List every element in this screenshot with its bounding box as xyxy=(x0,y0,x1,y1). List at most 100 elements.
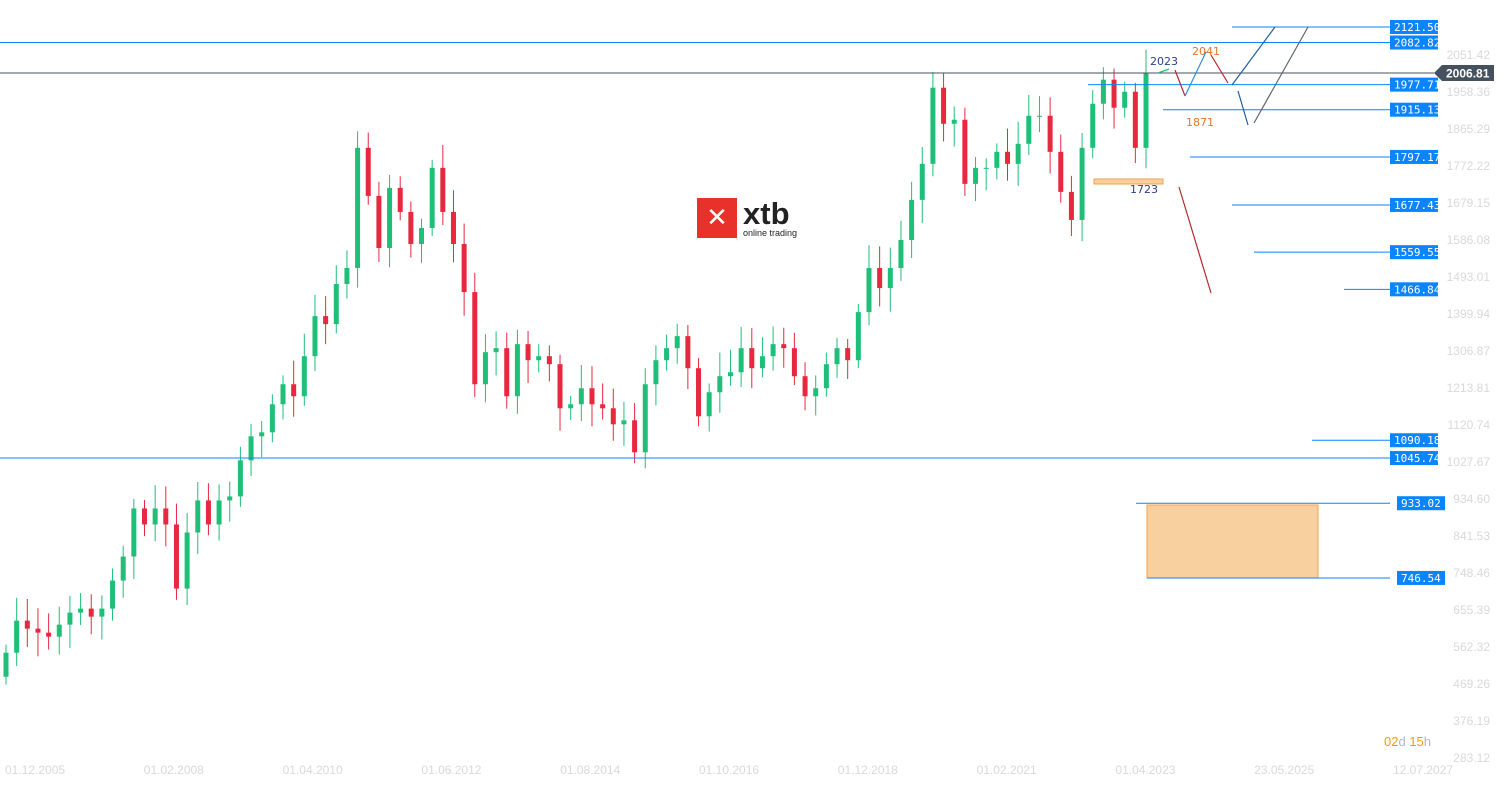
candle-down xyxy=(845,348,851,361)
y-tick-label: 1027.67 xyxy=(1447,455,1491,469)
candle-down xyxy=(546,356,552,365)
candle-down xyxy=(610,408,616,425)
candle-up xyxy=(280,384,286,405)
candle-up xyxy=(653,360,659,385)
candle-up xyxy=(738,348,744,373)
xtb-logo-icon: ✕ xyxy=(697,198,737,238)
candle-down xyxy=(589,388,595,405)
level-label-bg xyxy=(1390,451,1438,466)
candle-down xyxy=(1132,91,1138,148)
level-label-bg xyxy=(1390,35,1438,50)
candle-down xyxy=(1111,79,1117,108)
y-tick-label: 1120.74 xyxy=(1448,418,1491,432)
candle-down xyxy=(408,211,414,244)
candle-up xyxy=(3,652,9,677)
candle-down xyxy=(397,187,403,212)
candle-up xyxy=(983,167,989,169)
x-tick-label: 01.10.2016 xyxy=(699,763,759,777)
y-tick-label: 1493.01 xyxy=(1447,270,1491,284)
candle-up xyxy=(184,532,190,589)
level-label: 1559.55 xyxy=(1394,246,1440,259)
x-tick-label: 01.02.2008 xyxy=(144,763,204,777)
x-tick-label: 01.04.2010 xyxy=(283,763,343,777)
level-label-bg xyxy=(1390,20,1438,34)
annotation-2023: 2023 xyxy=(1150,55,1178,68)
candle-down xyxy=(88,608,94,617)
y-tick-label: 1679.15 xyxy=(1447,196,1491,210)
candle-down xyxy=(749,348,755,369)
candle-down xyxy=(1058,151,1064,192)
level-label-bg xyxy=(1390,282,1438,297)
candle-up xyxy=(344,268,350,285)
candle-down xyxy=(205,500,211,525)
candle-up xyxy=(706,392,712,417)
candle-down xyxy=(35,628,41,633)
candle-up xyxy=(1143,73,1149,148)
candle-up xyxy=(67,612,73,625)
candle-up xyxy=(727,372,733,377)
candle-up xyxy=(419,227,425,244)
x-tick-label: 12.07.2027 xyxy=(1393,763,1453,777)
candle-countdown: 02d 15h xyxy=(1384,734,1432,749)
candle-down xyxy=(142,508,148,525)
level-label: 1466.84 xyxy=(1394,283,1441,296)
y-tick-label: 1306.87 xyxy=(1447,344,1491,358)
candle-up xyxy=(269,404,275,433)
level-label-bg xyxy=(1390,197,1438,212)
candle-down xyxy=(1047,115,1053,152)
candle-up xyxy=(578,388,584,405)
y-tick-label: 841.53 xyxy=(1453,529,1490,543)
annotation-2041: 2041 xyxy=(1192,45,1220,58)
annotations: 2023 2041 1871 1723 xyxy=(1130,45,1220,196)
level-label-bg xyxy=(1390,245,1438,260)
candle-down xyxy=(323,316,329,325)
candle-up xyxy=(823,364,829,389)
candle-down xyxy=(1004,151,1010,164)
x-tick-label: 23.05.2025 xyxy=(1254,763,1314,777)
candle-down xyxy=(1068,191,1074,220)
candle-down xyxy=(376,195,382,248)
y-tick-label: 1399.94 xyxy=(1447,307,1491,321)
y-tick-label: 934.60 xyxy=(1453,492,1490,506)
y-tick-label: 748.46 xyxy=(1453,566,1490,580)
candle-up xyxy=(930,87,936,164)
path-red-3 xyxy=(1178,186,1212,294)
candle-up xyxy=(248,436,254,461)
y-tick-label: 655.39 xyxy=(1453,603,1490,617)
candle-up xyxy=(152,508,158,525)
candle-up xyxy=(301,356,307,397)
current-price-label: 2006.81 xyxy=(1446,67,1490,81)
candle-up xyxy=(131,508,137,557)
candle-down xyxy=(173,524,179,589)
candle-up xyxy=(1100,79,1106,104)
candle-down xyxy=(791,348,797,377)
candle-down xyxy=(802,376,808,397)
y-tick-label: 1772.22 xyxy=(1447,159,1491,173)
level-labels: 2121.50 2082.82 1977.71 1915.13 1797.17 1677.… xyxy=(1390,20,1445,585)
candle-up xyxy=(120,556,126,581)
level-label: 746.54 xyxy=(1401,572,1441,585)
candle-up xyxy=(333,284,339,325)
candle-up xyxy=(951,119,957,124)
candle-down xyxy=(163,508,169,525)
candle-up xyxy=(568,404,574,409)
path-red-2 xyxy=(1210,54,1229,84)
candle-up xyxy=(216,500,222,525)
candle-down xyxy=(472,292,478,385)
candle-up xyxy=(770,344,776,357)
candle-up xyxy=(312,316,318,357)
path-grey-1 xyxy=(1253,26,1309,124)
candle-up xyxy=(99,608,105,617)
candle-down xyxy=(877,268,883,289)
candle-up xyxy=(994,151,1000,168)
candle-down xyxy=(600,404,606,409)
level-label: 933.02 xyxy=(1401,497,1441,510)
y-tick-label: 562.32 xyxy=(1453,640,1490,654)
candle-up xyxy=(14,620,20,653)
x-tick-label: 01.06.2012 xyxy=(421,763,481,777)
level-label: 1915.13 xyxy=(1394,104,1440,117)
candle-up xyxy=(1036,115,1042,117)
candle-up xyxy=(909,199,915,240)
x-tick-label: 01.02.2021 xyxy=(977,763,1037,777)
